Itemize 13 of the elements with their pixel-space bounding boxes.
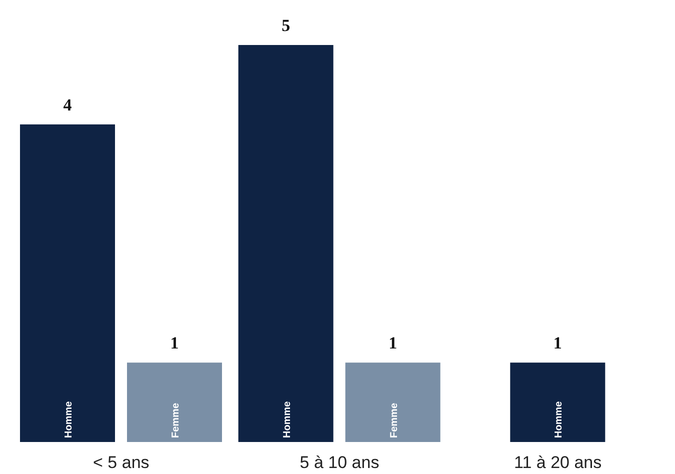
data-label: 5 — [282, 16, 290, 35]
series-label: Homme — [64, 400, 74, 438]
x-tick-label: 5 à 10 ans — [300, 453, 380, 472]
text: Femme — [388, 402, 400, 438]
text: Homme — [554, 401, 565, 438]
data-label: 1 — [170, 334, 179, 353]
x-tick-label: 11 à 20 ans — [514, 453, 602, 472]
data-label: 1 — [388, 334, 398, 353]
series-label: Femme — [170, 402, 182, 438]
x-tick-label: < 5 ans — [93, 453, 150, 472]
text: Homme — [282, 401, 293, 438]
data-label: 4 — [63, 95, 72, 114]
data-label: 1 — [553, 334, 562, 353]
